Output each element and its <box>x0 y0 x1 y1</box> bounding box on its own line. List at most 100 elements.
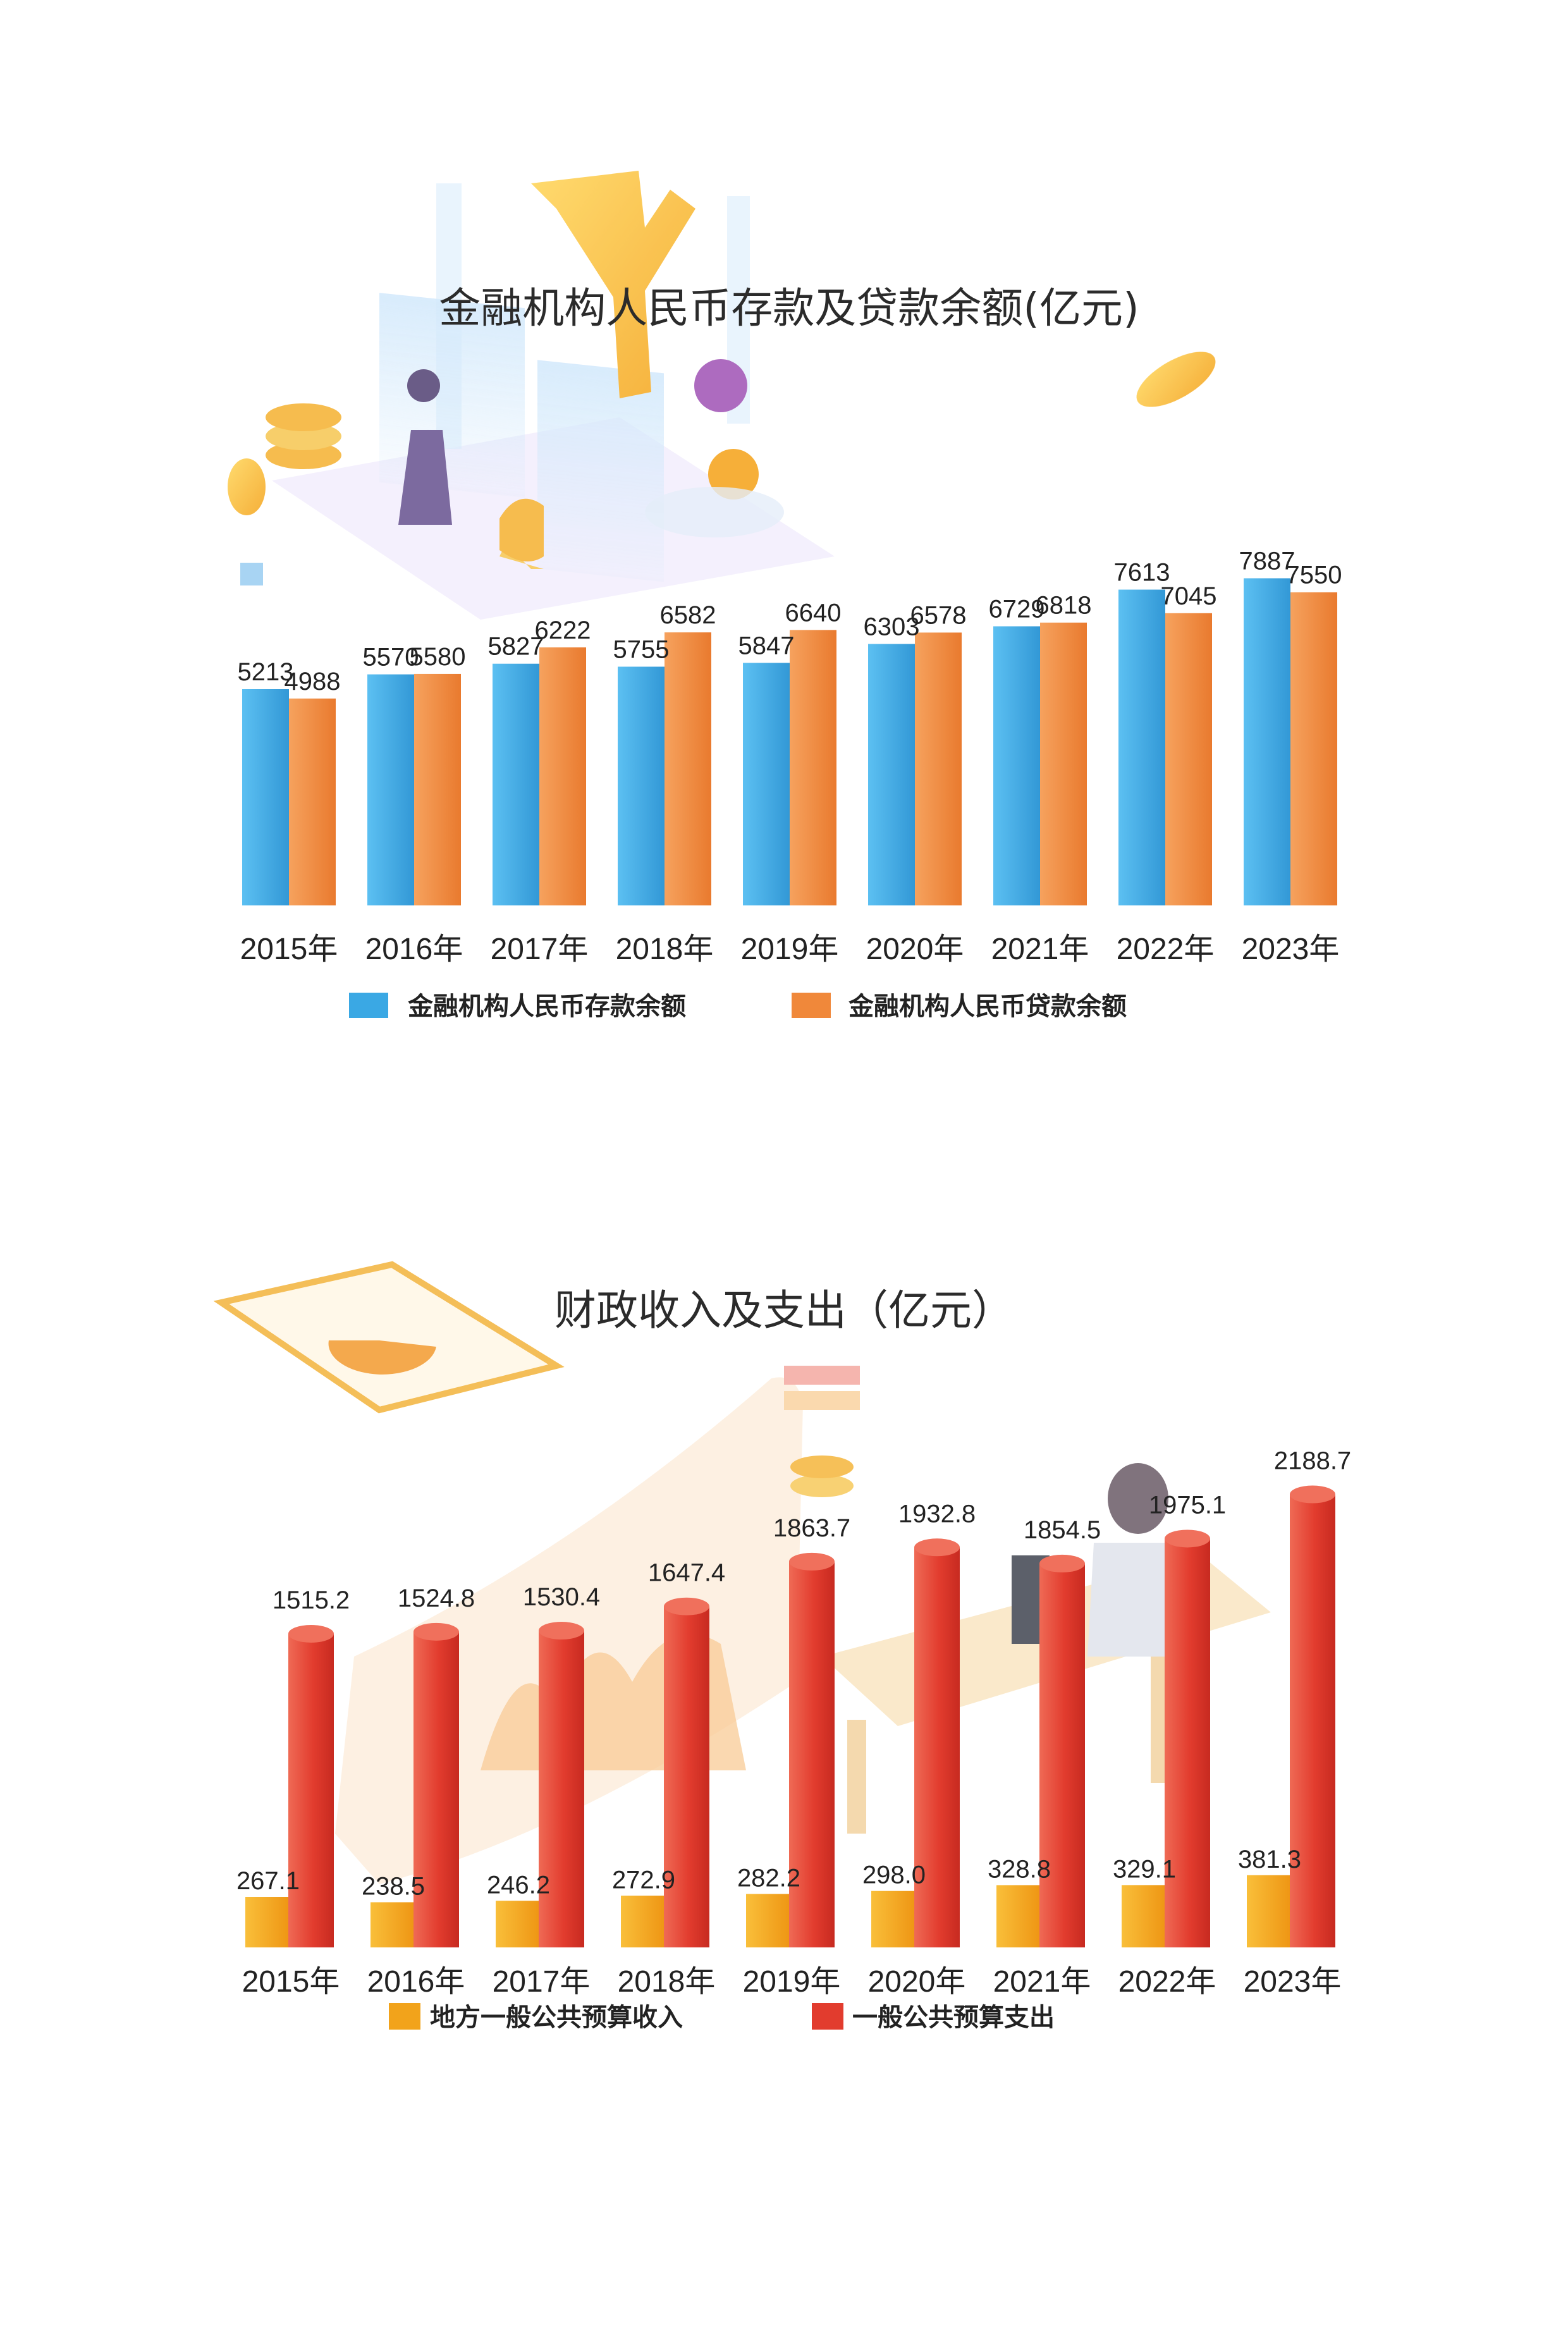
deposit-value-label: 5570 <box>363 644 419 671</box>
loan-value-label: 6640 <box>785 599 842 627</box>
deposit-value-label: 5847 <box>738 632 795 659</box>
legend-label-revenue: 地方一般公共预算收入 <box>430 2003 683 2032</box>
legend-label-loan: 金融机构人民币贷款余额 <box>848 992 1127 1021</box>
loan-value-label: 6222 <box>535 616 591 644</box>
expense-bar-cap <box>1165 1529 1210 1548</box>
revenue-bar-2018年 <box>621 1896 666 1947</box>
expense-bar-cap <box>789 1552 835 1571</box>
revenue-expense-chart: 财政收入及支出（亿元） 267.1 1515.2 238.5 1524.8 246.2 1… <box>0 1201 1568 2150</box>
x-tick-label: 2019年 <box>741 933 839 966</box>
revenue-bar-2019年 <box>746 1894 792 1947</box>
expense-value-label: 1863.7 <box>773 1514 850 1542</box>
loan-bar-2019年 <box>790 630 836 905</box>
revenue-value-label: 298.0 <box>862 1861 926 1889</box>
revenue-value-label: 328.8 <box>988 1856 1051 1884</box>
expense-value-label: 1530.4 <box>523 1583 600 1611</box>
loan-value-label: 5580 <box>410 643 466 671</box>
deposit-value-label: 6303 <box>864 613 920 640</box>
deposit-value-label: 5755 <box>613 635 670 663</box>
loan-bar-2015年 <box>289 698 336 905</box>
deposit-bar-2019年 <box>743 663 790 905</box>
expense-value-label: 1854.5 <box>1024 1516 1101 1544</box>
expense-bar-cap <box>1290 1485 1335 1504</box>
revenue-bar-2022年 <box>1122 1885 1167 1947</box>
deposit-bar-2015年 <box>242 689 289 905</box>
deposit-bar-2023年 <box>1244 578 1290 905</box>
revenue-bar-2017年 <box>496 1901 541 1947</box>
expense-bar-2018年 <box>664 1606 709 1947</box>
expense-bar-2022年 <box>1165 1538 1210 1947</box>
revenue-bar-2015年 <box>245 1897 291 1947</box>
expense-bar-cap <box>914 1538 960 1557</box>
value-labels-group: 267.1 1515.2 238.5 1524.8 246.2 1530.4 272.9 16… <box>236 1447 1351 1901</box>
loan-bar-2016年 <box>414 673 461 905</box>
expense-bar-2019年 <box>789 1561 835 1947</box>
x-tick-label: 2018年 <box>616 933 714 966</box>
expense-bar-cap <box>288 1625 334 1643</box>
deposit-bar-2017年 <box>493 663 539 905</box>
expense-bar-2020年 <box>914 1547 960 1947</box>
revenue-value-label: 329.1 <box>1113 1855 1176 1883</box>
revenue-bar-2020年 <box>871 1890 917 1947</box>
revenue-value-label: 238.5 <box>362 1873 425 1901</box>
x-tick-label: 2021年 <box>993 1965 1091 1999</box>
expense-bar-2021年 <box>1039 1563 1085 1947</box>
x-tick-label: 2017年 <box>493 1965 591 1999</box>
x-tick-label: 2016年 <box>365 933 463 966</box>
deposit-value-label: 5827 <box>488 633 544 661</box>
deposit-value-label: 7887 <box>1239 548 1295 575</box>
chart-title: 金融机构人民币存款及贷款余额(亿元) <box>439 284 1139 333</box>
revenue-bar-2021年 <box>996 1885 1042 1947</box>
legend: 地方一般公共预算收入 一般公共预算支出 <box>389 2003 1055 2032</box>
x-tick-label: 2015年 <box>240 933 338 966</box>
x-tick-label: 2017年 <box>491 933 589 966</box>
legend-swatch-deposit <box>349 993 388 1018</box>
expense-bar-cap <box>539 1622 584 1640</box>
loan-value-label: 7550 <box>1286 561 1342 589</box>
x-tick-label: 2015年 <box>242 1965 340 1999</box>
expense-bar-2017年 <box>539 1631 584 1947</box>
legend-label-expense: 一般公共预算支出 <box>852 2003 1055 2032</box>
revenue-expense-chart-svg: 财政收入及支出（亿元） 267.1 1515.2 238.5 1524.8 246.2 1… <box>213 1261 1351 2032</box>
loan-value-label: 6578 <box>910 601 967 629</box>
revenue-bar-2016年 <box>371 1902 416 1947</box>
x-tick-labels-group: 2015年 2016年 2017年 2018年 2019年 2020年 2021年 2022年… <box>242 1965 1342 1999</box>
loan-bar-2017年 <box>539 647 586 905</box>
revenue-value-label: 381.3 <box>1238 1846 1301 1873</box>
x-tick-label: 2021年 <box>991 933 1089 966</box>
expense-bar-cap <box>664 1597 709 1615</box>
revenue-value-label: 267.1 <box>236 1867 300 1895</box>
expense-bar-cap <box>1039 1554 1085 1572</box>
x-tick-label: 2019年 <box>743 1965 841 1999</box>
x-tick-label: 2022年 <box>1117 933 1215 966</box>
deposit-value-label: 5213 <box>238 658 294 686</box>
x-tick-label: 2023年 <box>1242 933 1340 966</box>
bars-group <box>242 578 1337 905</box>
x-tick-label: 2020年 <box>868 1965 966 1999</box>
revenue-value-label: 272.9 <box>612 1866 675 1894</box>
deposit-value-label: 6729 <box>989 596 1045 623</box>
legend: 金融机构人民币存款余额 金融机构人民币贷款余额 <box>349 992 1127 1021</box>
deposit-bar-2018年 <box>618 666 665 905</box>
expense-value-label: 2188.7 <box>1274 1447 1351 1475</box>
loan-bar-2020年 <box>915 632 962 905</box>
expense-value-label: 1647.4 <box>648 1559 725 1587</box>
chart-title: 财政收入及支出（亿元） <box>554 1286 1014 1335</box>
deposit-bar-2020年 <box>868 644 915 905</box>
expense-bar-2015年 <box>288 1634 334 1947</box>
x-tick-label: 2016年 <box>367 1965 465 1999</box>
legend-swatch-revenue <box>389 2003 420 2030</box>
office-illustration <box>213 1261 1271 1884</box>
bars-group <box>245 1485 1335 1947</box>
loan-bar-2018年 <box>665 632 711 905</box>
x-tick-label: 2022年 <box>1118 1965 1216 1999</box>
loan-value-label: 6818 <box>1036 592 1092 620</box>
revenue-value-label: 282.2 <box>737 1864 800 1892</box>
loan-value-label: 4988 <box>285 668 341 696</box>
legend-label-deposit: 金融机构人民币存款余额 <box>407 992 686 1021</box>
x-tick-label: 2023年 <box>1244 1965 1342 1999</box>
loan-bar-2023年 <box>1290 592 1337 905</box>
legend-swatch-expense <box>812 2003 843 2030</box>
loan-value-label: 7045 <box>1161 582 1217 610</box>
